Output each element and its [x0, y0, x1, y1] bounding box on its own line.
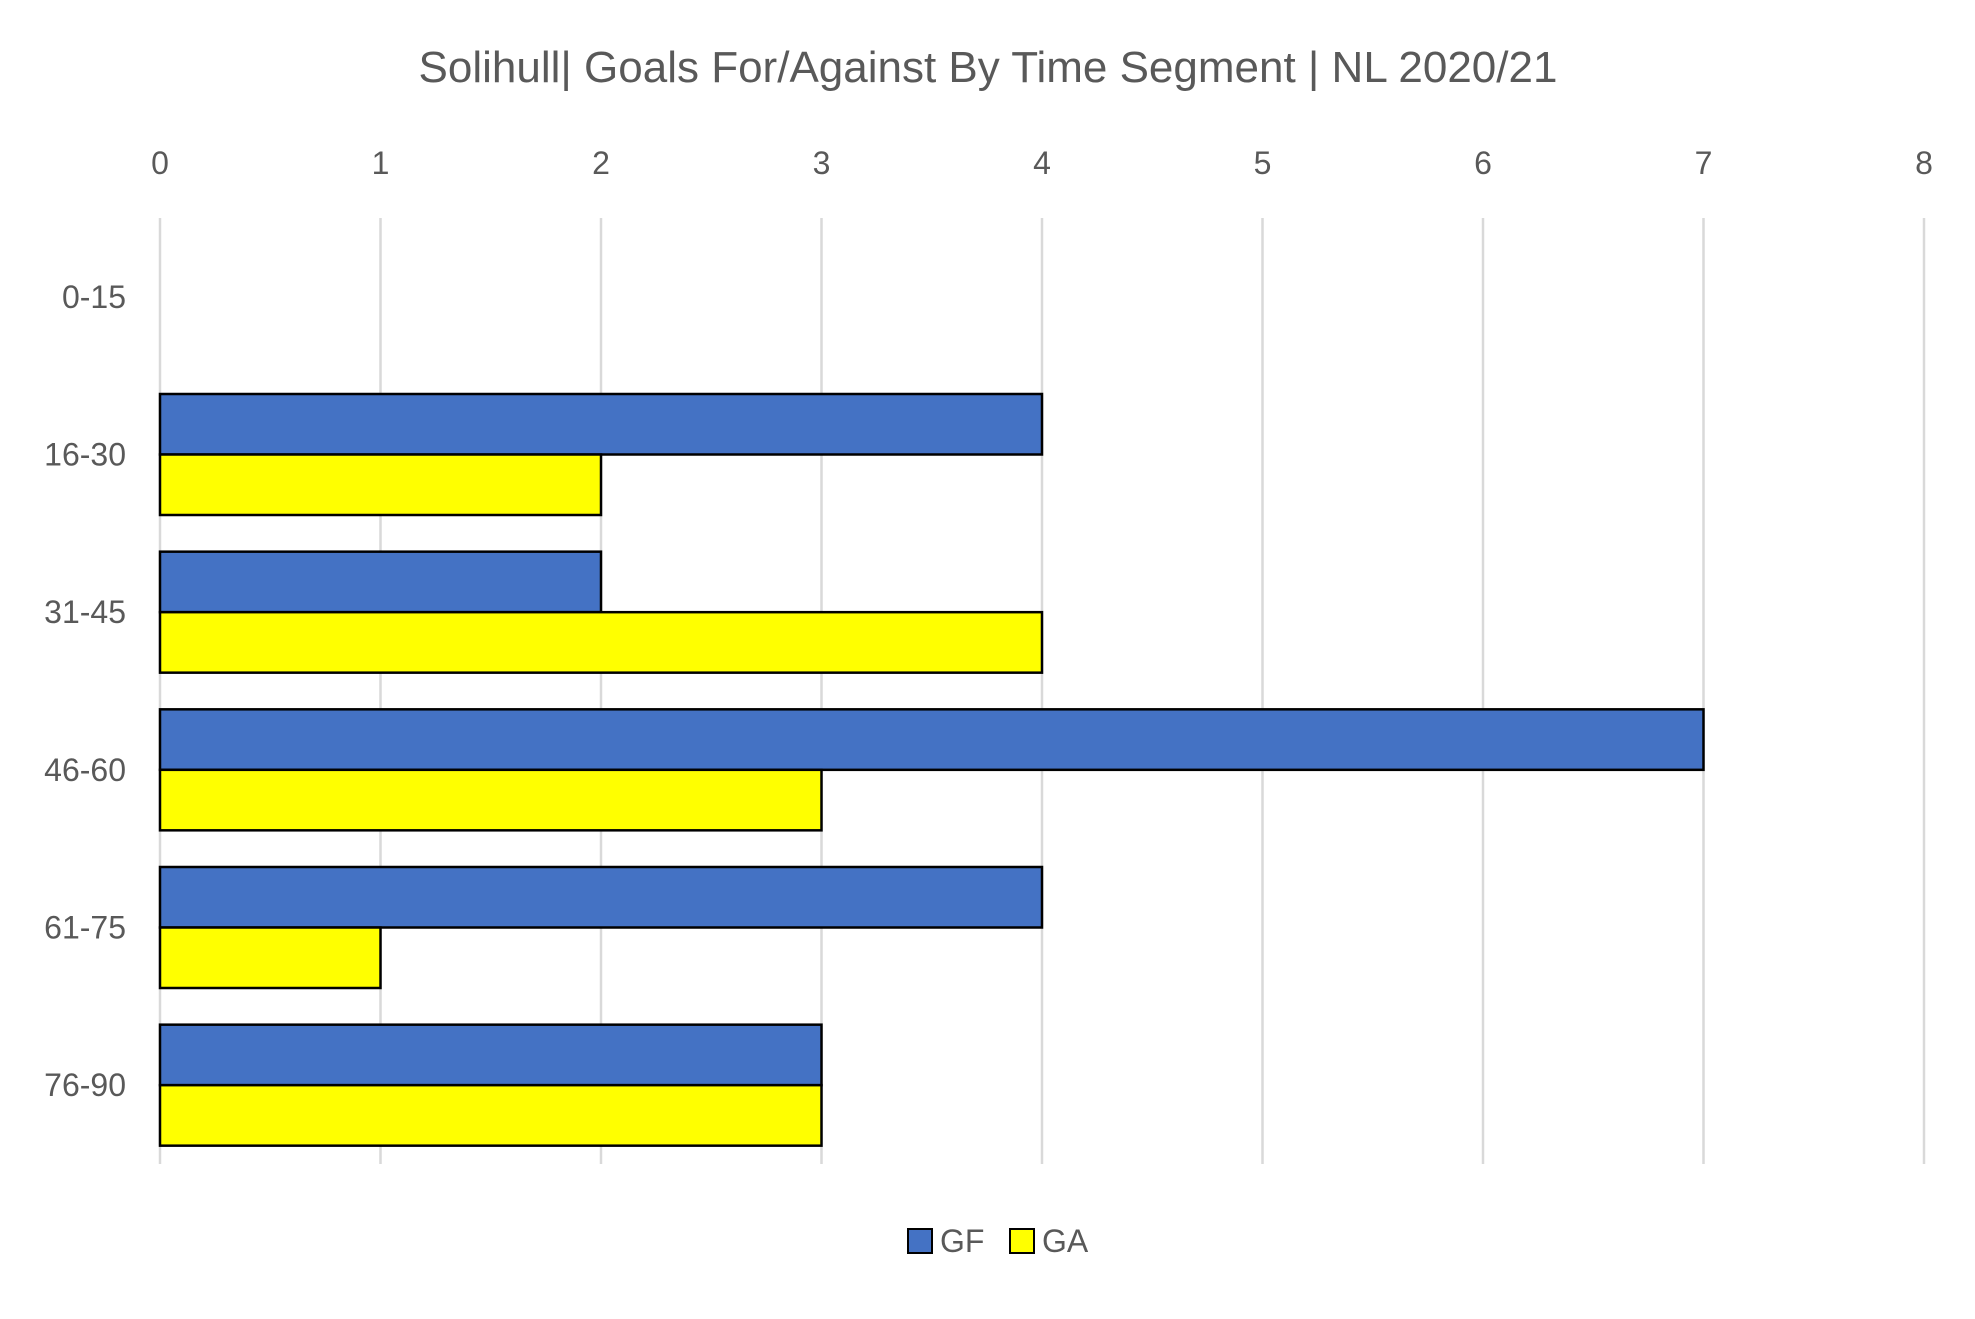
legend: GF GA [907, 1223, 1089, 1259]
y-axis-ticks: 0-15 16-30 31-45 46-60 61-75 76-90 [44, 279, 126, 1103]
bar-gf-16-30 [158, 392, 1044, 456]
x-tick-label: 8 [1915, 145, 1933, 181]
bar-ga-16-30 [158, 453, 603, 517]
y-tick-label: 0-15 [62, 279, 126, 315]
bar-ga-76-90 [158, 1083, 823, 1147]
y-tick-label: 61-75 [44, 910, 126, 946]
chart-title: Solihull| Goals For/Against By Time Segm… [419, 43, 1558, 92]
x-tick-label: 6 [1474, 145, 1492, 181]
legend-label-ga: GA [1042, 1223, 1089, 1259]
x-tick-label: 4 [1033, 145, 1051, 181]
bar-ga-46-60 [158, 768, 823, 832]
x-tick-label: 2 [592, 145, 610, 181]
legend-swatch-gf [907, 1228, 933, 1254]
x-tick-label: 3 [813, 145, 831, 181]
y-tick-label: 46-60 [44, 752, 126, 788]
y-tick-label: 76-90 [44, 1067, 126, 1103]
bar-gf-61-75 [158, 865, 1044, 929]
bar-gf-76-90 [158, 1023, 823, 1087]
x-axis-ticks: 0 1 2 3 4 5 6 7 8 [151, 145, 1933, 181]
legend-swatch-ga [1009, 1228, 1035, 1254]
bars [158, 392, 1705, 1147]
x-tick-label: 7 [1695, 145, 1713, 181]
x-tick-label: 5 [1254, 145, 1272, 181]
y-tick-label: 31-45 [44, 594, 126, 630]
x-tick-label: 1 [372, 145, 390, 181]
bar-gf-46-60 [158, 708, 1705, 772]
gridlines [158, 218, 1926, 1164]
x-tick-label: 0 [151, 145, 169, 181]
y-tick-label: 16-30 [44, 437, 126, 473]
bar-ga-61-75 [158, 926, 382, 990]
legend-label-gf: GF [940, 1223, 984, 1259]
bar-ga-31-45 [158, 610, 1044, 674]
bar-gf-31-45 [158, 550, 603, 614]
